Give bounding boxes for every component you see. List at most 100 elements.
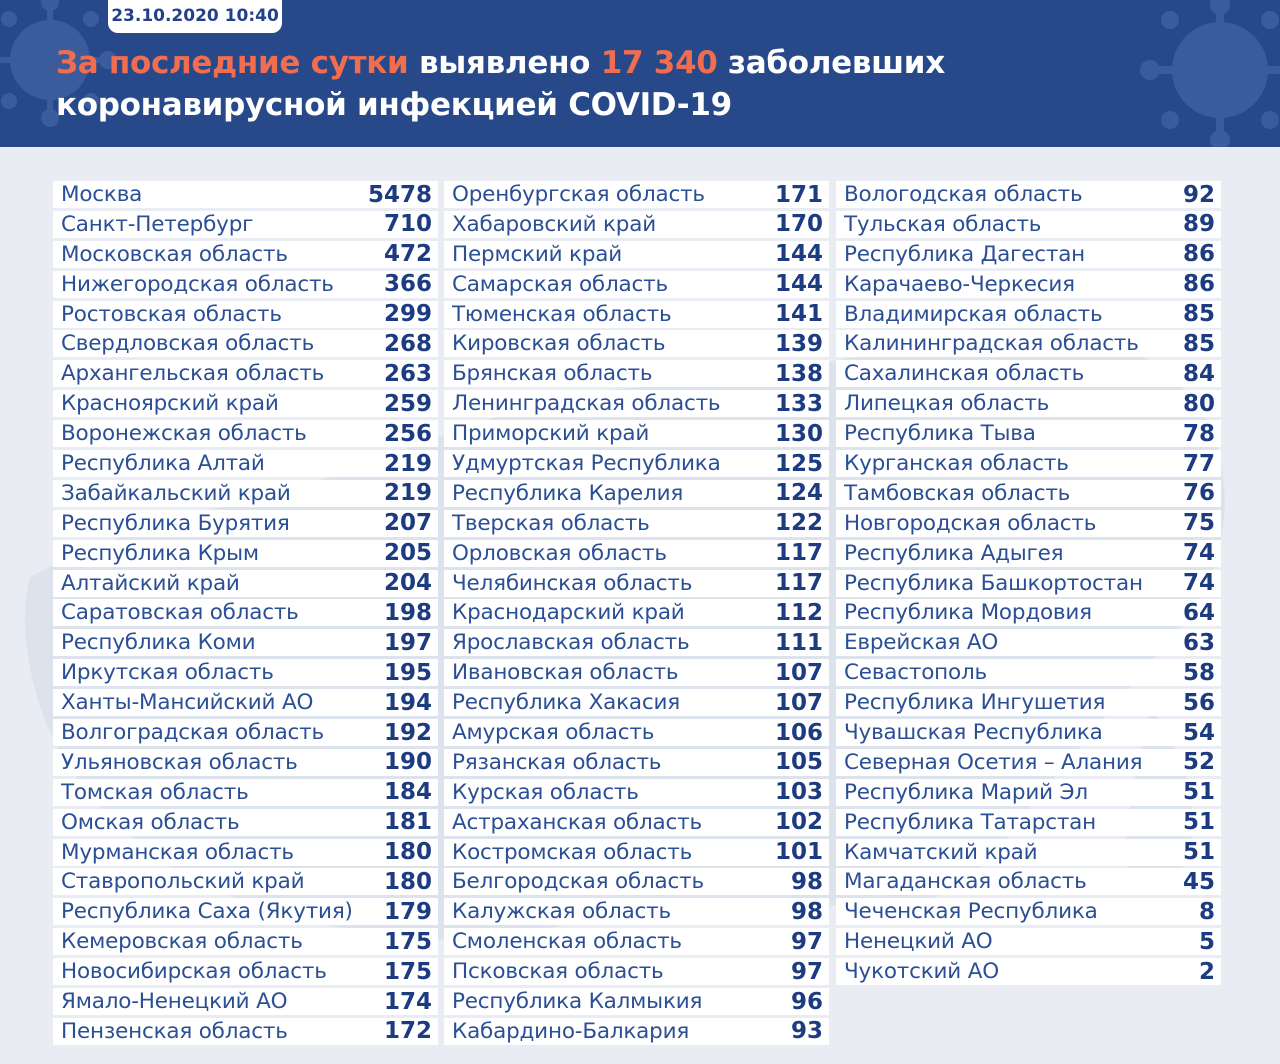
region-name: Республика Дагестан: [844, 241, 1086, 267]
region-value: 111: [774, 629, 823, 656]
region-value: 192: [383, 719, 432, 746]
region-name: Магаданская область: [844, 869, 1087, 895]
region-value: 54: [1182, 719, 1215, 746]
region-value: 80: [1182, 390, 1215, 417]
region-row: Иркутская область 195: [53, 659, 438, 687]
region-name: Липецкая область: [844, 391, 1050, 417]
region-name: Республика Крым: [61, 540, 259, 566]
region-name: Вологодская область: [844, 182, 1083, 207]
region-row: Пензенская область 172: [53, 1017, 438, 1045]
region-name: Оренбургская область: [452, 182, 705, 207]
region-name: Псковская область: [452, 959, 664, 985]
region-name: Севастополь: [844, 660, 988, 686]
region-value: 105: [774, 749, 823, 776]
region-name: Курганская область: [844, 451, 1069, 477]
region-name: Республика Калмыкия: [452, 989, 703, 1015]
region-name: Амурская область: [452, 720, 655, 746]
region-name: Кабардино-Балкария: [452, 1018, 690, 1044]
region-value: 172: [383, 1018, 432, 1045]
region-value: 263: [383, 360, 432, 387]
region-row: Республика Башкортостан 74: [836, 569, 1221, 597]
region-value: 5478: [367, 181, 432, 208]
region-row: Брянская область 138: [444, 360, 829, 388]
region-row: Республика Алтай 219: [53, 450, 438, 478]
region-value: 86: [1182, 241, 1215, 268]
region-row: Курганская область 77: [836, 450, 1221, 478]
region-name: Камчатский край: [844, 839, 1038, 865]
region-row: Республика Тыва 78: [836, 420, 1221, 448]
region-name: Ямало-Ненецкий АО: [61, 989, 288, 1015]
region-row: Республика Мордовия 64: [836, 599, 1221, 627]
region-row: Архангельская область 263: [53, 360, 438, 388]
region-row: Владимирская область 85: [836, 300, 1221, 328]
headline-count: 17 340: [600, 45, 718, 81]
region-row: Ставропольский край 180: [53, 868, 438, 896]
headline-part3: заболевших: [717, 45, 945, 81]
region-name: Ненецкий АО: [844, 929, 993, 955]
region-row: Республика Марий Эл 51: [836, 778, 1221, 806]
region-name: Кировская область: [452, 331, 666, 357]
region-row: Псковская область 97: [444, 958, 829, 986]
region-name: Рязанская область: [452, 749, 662, 775]
region-value: 198: [383, 599, 432, 626]
region-row: Еврейская АО 63: [836, 629, 1221, 657]
region-name: Сахалинская область: [844, 361, 1085, 387]
region-name: Забайкальский край: [61, 480, 291, 506]
region-name: Курская область: [452, 779, 639, 805]
region-name: Ульяновская область: [61, 749, 298, 775]
region-value: 92: [1182, 181, 1215, 208]
region-value: 175: [383, 958, 432, 985]
region-value: 141: [774, 301, 823, 328]
region-row: Республика Саха (Якутия) 179: [53, 898, 438, 926]
region-row: Республика Бурятия 207: [53, 509, 438, 537]
region-name: Республика Татарстан: [844, 809, 1096, 835]
region-row: Московская область 472: [53, 240, 438, 268]
region-name: Саратовская область: [61, 600, 299, 626]
region-row: Тульская область 89: [836, 210, 1221, 238]
region-name: Архангельская область: [61, 361, 325, 387]
region-value: 63: [1182, 629, 1215, 656]
region-row: Чукотский АО 2: [836, 958, 1221, 986]
region-name: Ростовская область: [61, 301, 282, 327]
region-name: Челябинская область: [452, 570, 693, 596]
region-value: 180: [383, 868, 432, 895]
region-row: Камчатский край 51: [836, 838, 1221, 866]
region-row: Нижегородская область 366: [53, 270, 438, 298]
region-row: Ленинградская область 133: [444, 390, 829, 418]
region-value: 125: [774, 450, 823, 477]
region-name: Мурманская область: [61, 839, 294, 865]
region-value: 204: [383, 570, 432, 597]
region-value: 64: [1182, 599, 1215, 626]
region-row: Республика Коми 197: [53, 629, 438, 657]
regions-column-1: Москва 5478 Санкт-Петербург 710 Московская о…: [53, 181, 438, 1048]
region-name: Владимирская область: [844, 301, 1103, 327]
region-value: 144: [774, 241, 823, 268]
region-name: Республика Ингушетия: [844, 690, 1106, 716]
region-value: 194: [383, 689, 432, 716]
region-row: Ростовская область 299: [53, 300, 438, 328]
region-row: Калининградская область 85: [836, 330, 1221, 358]
region-name: Карачаево-Черкесия: [844, 271, 1075, 297]
region-value: 197: [383, 629, 432, 656]
region-name: Красноярский край: [61, 391, 279, 417]
region-value: 52: [1182, 749, 1215, 776]
region-row: Рязанская область 105: [444, 748, 829, 776]
region-name: Тульская область: [844, 211, 1042, 237]
region-row: Республика Татарстан 51: [836, 808, 1221, 836]
region-name: Брянская область: [452, 361, 653, 387]
region-value: 171: [774, 181, 823, 208]
region-value: 138: [774, 360, 823, 387]
region-value: 106: [774, 719, 823, 746]
region-row: Оренбургская область 171: [444, 181, 829, 208]
region-row: Республика Адыгея 74: [836, 539, 1221, 567]
region-row: Ярославская область 111: [444, 629, 829, 657]
region-name: Санкт-Петербург: [61, 211, 254, 237]
virus-decoration-icon: [0, 0, 117, 127]
region-name: Калининградская область: [844, 331, 1139, 357]
region-name: Омская область: [61, 809, 240, 835]
region-value: 107: [774, 689, 823, 716]
region-name: Волгоградская область: [61, 720, 324, 746]
region-name: Тюменская область: [452, 301, 672, 327]
region-row: Магаданская область 45: [836, 868, 1221, 896]
region-value: 366: [383, 271, 432, 298]
